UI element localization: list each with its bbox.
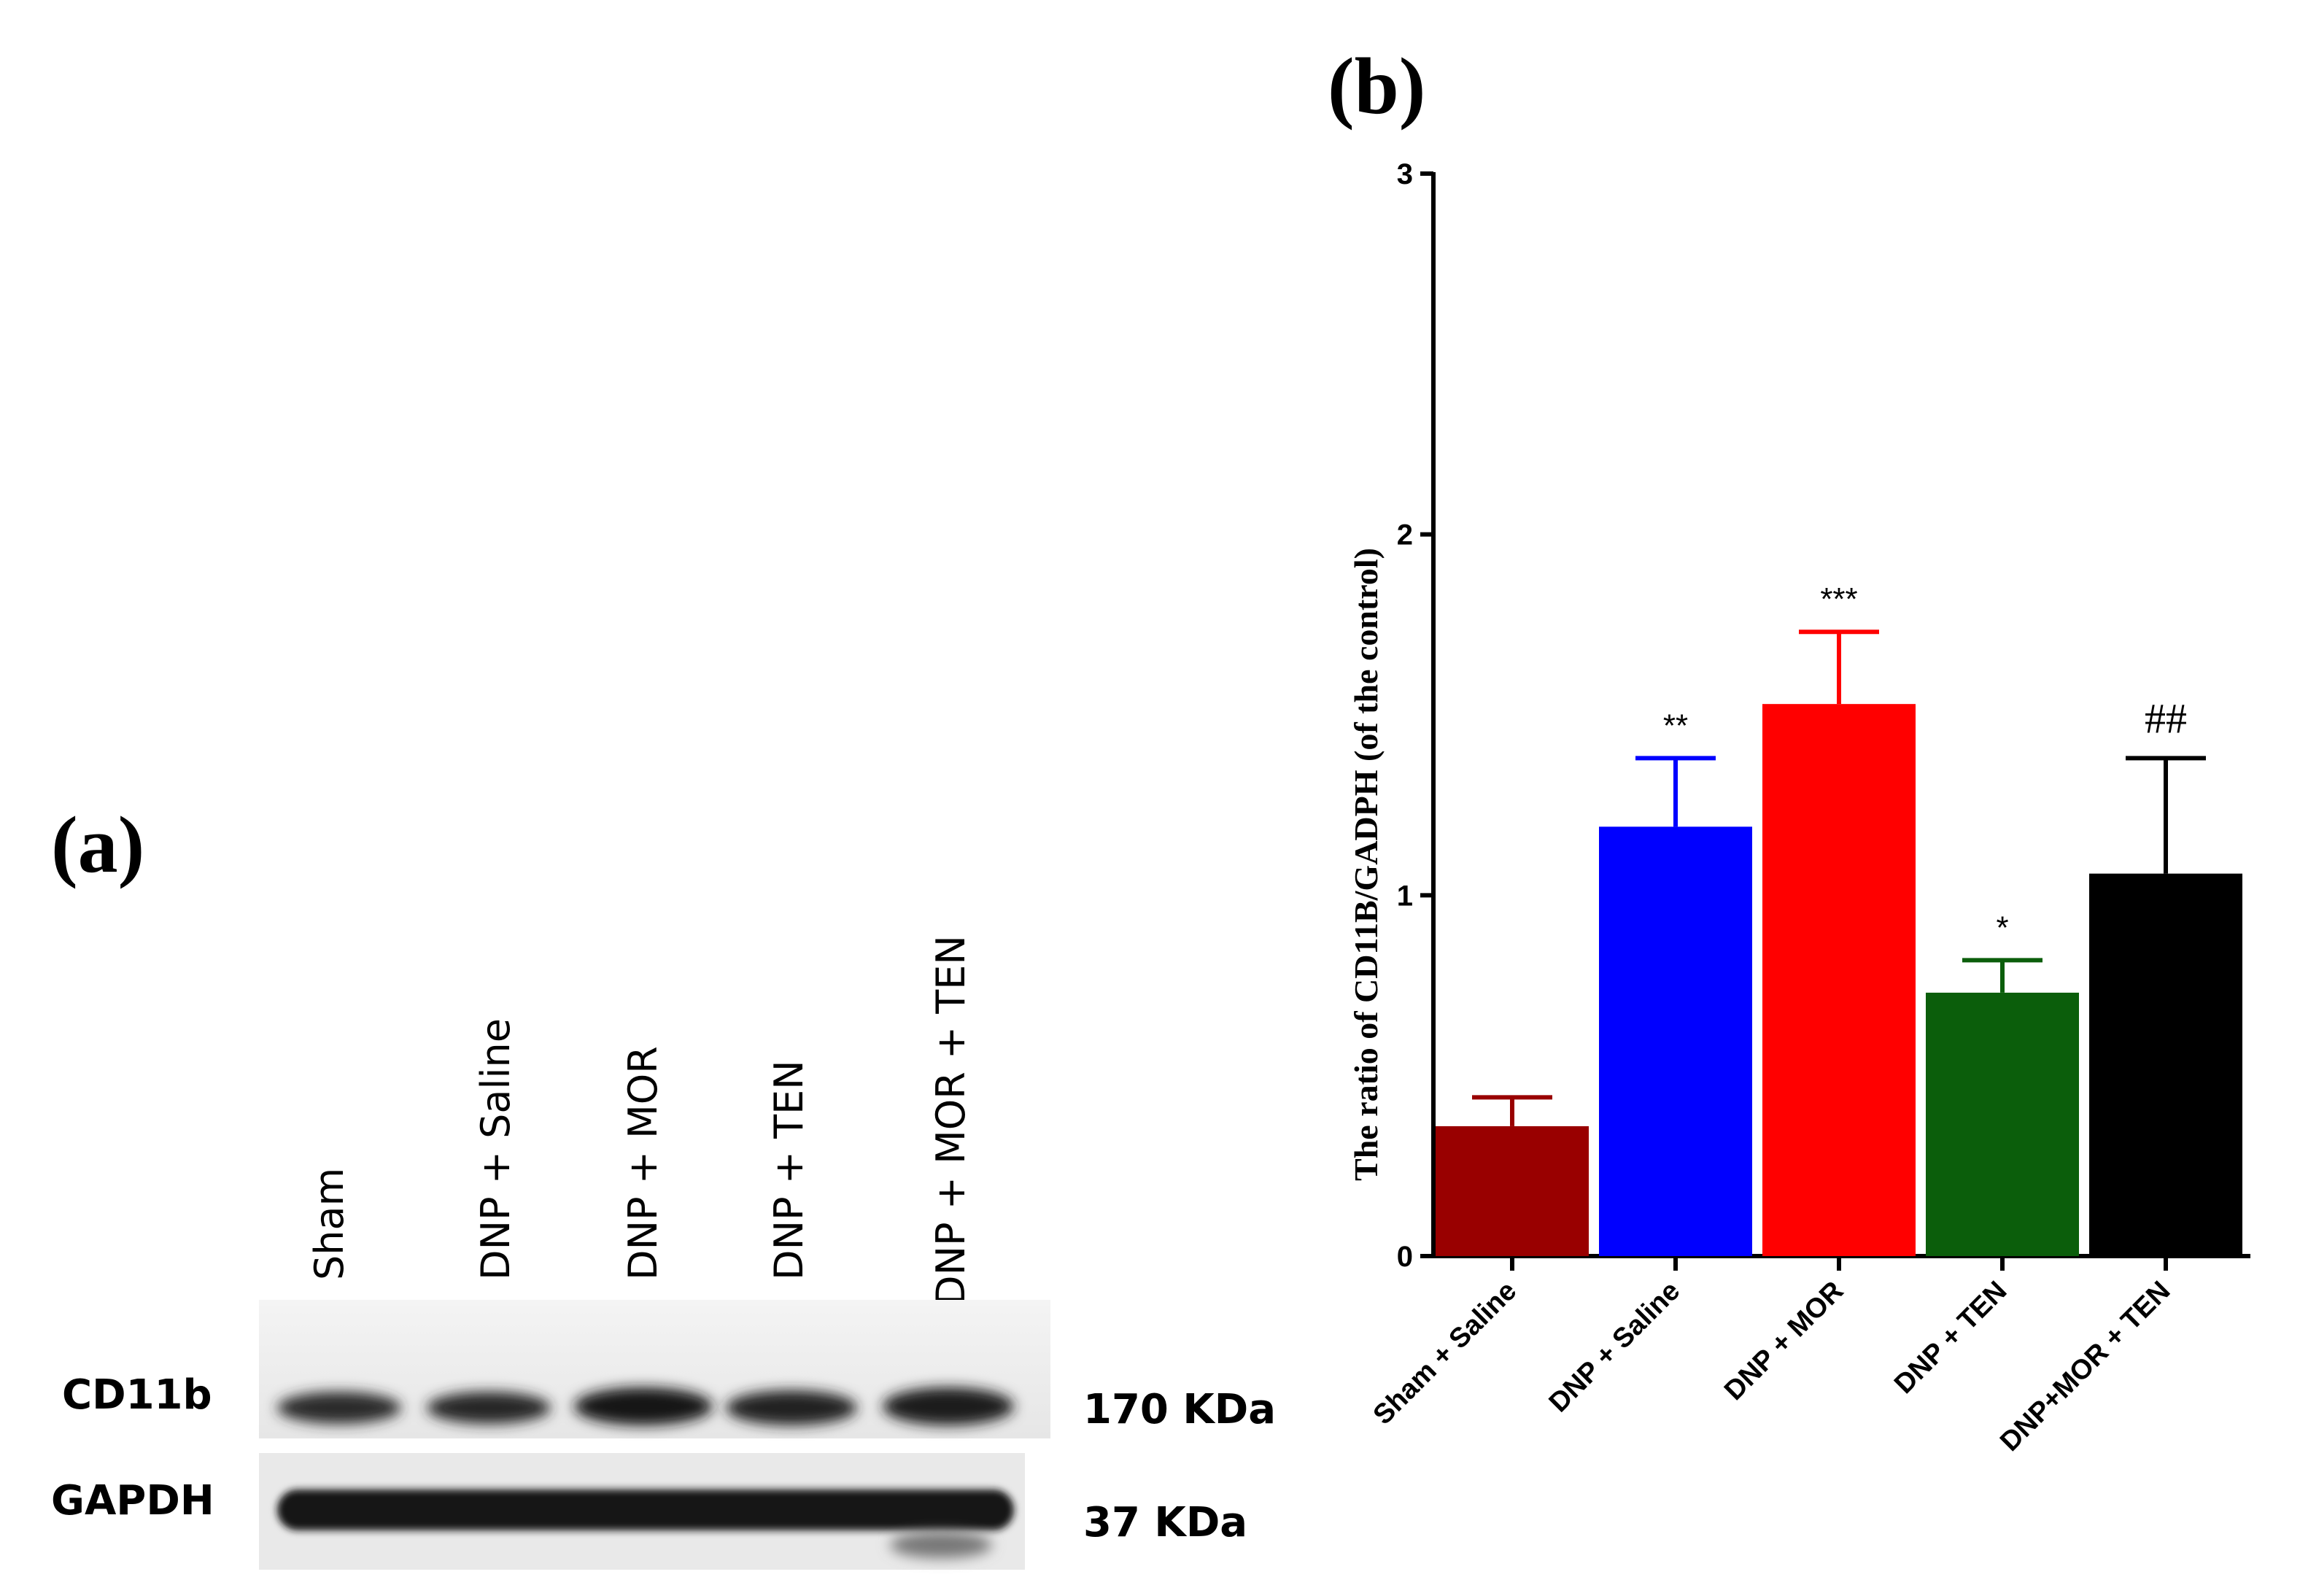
- y-tick-label: 2: [1397, 519, 1413, 551]
- band-size-cd11b: 170 KDa: [1083, 1386, 1277, 1433]
- x-tick-label: DNP + Saline: [1544, 1276, 1687, 1419]
- x-tick-label: DNP + TEN: [1889, 1276, 2013, 1400]
- significance-annotation: ##: [2145, 694, 2187, 742]
- band-label-cd11b: CD11b: [62, 1371, 212, 1419]
- x-tick-label: DNP+MOR + TEN: [1994, 1276, 2176, 1457]
- bar: [1926, 992, 2079, 1256]
- band-label-gapdh: GAPDH: [51, 1477, 214, 1525]
- bar: [2089, 873, 2242, 1256]
- band-size-gapdh: 37 KDa: [1083, 1499, 1248, 1546]
- bar: [1599, 826, 1752, 1256]
- panel-b-label: (b): [1328, 42, 1426, 131]
- y-tick-label: 1: [1397, 880, 1413, 912]
- significance-annotation: *: [1996, 910, 2008, 945]
- bar: [1436, 1126, 1589, 1256]
- band-cd11b-1: [277, 1392, 401, 1424]
- bar: [1762, 704, 1916, 1256]
- band-cd11b-2: [427, 1392, 551, 1424]
- y-tick-label: 3: [1397, 158, 1413, 190]
- x-tick-label: Sham + Saline: [1368, 1276, 1523, 1431]
- x-tick-label: DNP + MOR: [1719, 1276, 1849, 1406]
- y-tick-label: 0: [1397, 1241, 1413, 1273]
- y-axis-title: The ratio of CD11B/GADPH (of the control…: [1347, 548, 1385, 1181]
- band-gapdh-smear: [890, 1532, 992, 1558]
- significance-annotation: **: [1663, 708, 1688, 743]
- panel-a-label: (a): [51, 800, 145, 889]
- band-cd11b-5: [883, 1387, 1014, 1425]
- significance-annotation: ***: [1820, 581, 1857, 617]
- band-cd11b-3: [574, 1387, 713, 1425]
- band-gapdh-strip: [277, 1490, 1014, 1530]
- band-cd11b-4: [726, 1390, 857, 1425]
